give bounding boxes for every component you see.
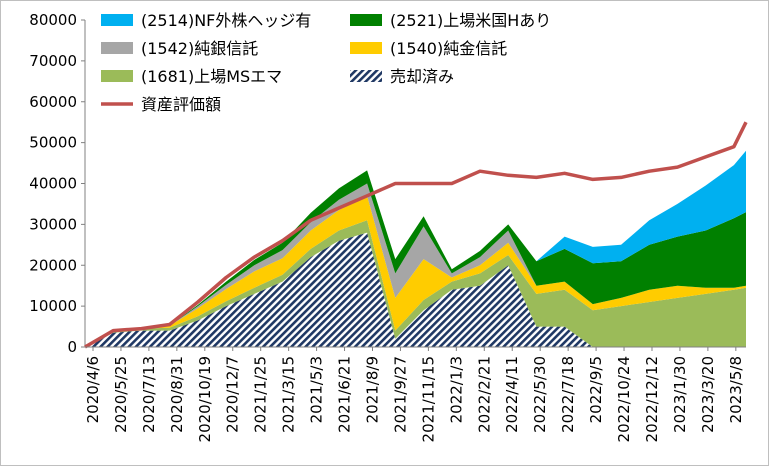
- plot-line: [84, 121, 748, 349]
- area-(1681)上場MSエマ: [85, 220, 746, 347]
- legend-swatch: [101, 14, 133, 26]
- plot-areas: [85, 150, 746, 347]
- x-tick-label: 2022/1/3: [447, 356, 465, 423]
- x-tick-label: 2020/5/25: [112, 356, 130, 433]
- x-tick-label: 2021/6/21: [336, 356, 354, 433]
- x-tick-label: 2021/1/25: [252, 356, 270, 433]
- y-tick-label: 0: [67, 338, 77, 356]
- legend-label: (1542)純銀信託: [141, 39, 258, 58]
- y-tick-label: 50000: [29, 134, 77, 152]
- x-tick-label: 2022/4/11: [503, 356, 521, 433]
- y-tick-label: 30000: [29, 215, 77, 233]
- area-(1542)純銀信託: [85, 183, 746, 347]
- legend-label: 売却済み: [390, 67, 454, 86]
- legend-label: (2521)上場米国Hあり: [390, 11, 551, 30]
- y-tick-label: 40000: [29, 175, 77, 193]
- x-tick-label: 2023/3/20: [699, 356, 717, 433]
- x-tick-label: 2022/7/18: [559, 356, 577, 433]
- x-tick-label: 2023/5/8: [727, 356, 745, 423]
- area-売却済み: [85, 232, 746, 347]
- legend-swatch: [350, 14, 382, 26]
- area-(1540)純金信託: [85, 195, 746, 347]
- x-tick-label: 2022/5/30: [531, 356, 549, 433]
- x-tick-label: 2021/9/27: [391, 356, 409, 433]
- y-tick-label: 10000: [29, 297, 77, 315]
- legend-swatch: [101, 70, 133, 82]
- x-tick-label: 2022/12/12: [643, 356, 661, 442]
- legend-swatch: [350, 70, 382, 82]
- y-tick-label: 70000: [29, 52, 77, 70]
- x-tick-label: 2020/7/13: [140, 356, 158, 433]
- y-tick-label: 20000: [29, 256, 77, 274]
- x-tick-label: 2021/5/3: [308, 356, 326, 423]
- asset-value-line: [84, 121, 748, 349]
- x-tick-label: 2023/1/30: [671, 356, 689, 433]
- legend-swatch: [350, 42, 382, 54]
- x-tick-label: 2022/9/5: [587, 356, 605, 423]
- y-axis: 0 10000 20000 30000 40000 50000 60000 70000 8000…: [29, 11, 86, 356]
- y-tick-label: 80000: [29, 11, 77, 29]
- x-tick-label: 2020/8/31: [168, 356, 186, 433]
- x-tick-label: 2021/3/15: [280, 356, 298, 433]
- area-(2514)NF外株ヘッジ有: [85, 150, 746, 347]
- legend-label: 資産評価額: [141, 95, 221, 114]
- y-tick-label: 60000: [29, 93, 77, 111]
- x-tick-label: 2022/10/24: [615, 356, 633, 442]
- x-tick-label: 2020/4/6: [84, 356, 102, 423]
- legend-swatch: [101, 42, 133, 54]
- x-tick-label: 2020/10/19: [196, 356, 214, 442]
- x-tick-label: 2021/11/15: [419, 356, 437, 442]
- x-tick-label: 2022/2/21: [475, 356, 493, 433]
- x-tick-label: 2021/8/9: [364, 356, 382, 423]
- legend-label: (1540)純金信託: [390, 39, 507, 58]
- x-tick-label: 2020/12/7: [224, 356, 242, 433]
- legend: (2514)NF外株ヘッジ有 (2521)上場米国Hあり (1542)純銀信託 (15…: [91, 5, 595, 121]
- legend-label: (1681)上場MSエマ: [141, 67, 282, 86]
- x-axis: 2020/4/6 2020/5/25 2020/7/13 2020/8/31 2020/…: [84, 346, 746, 442]
- legend-label: (2514)NF外株ヘッジ有: [141, 11, 311, 30]
- legend-box: [91, 5, 595, 121]
